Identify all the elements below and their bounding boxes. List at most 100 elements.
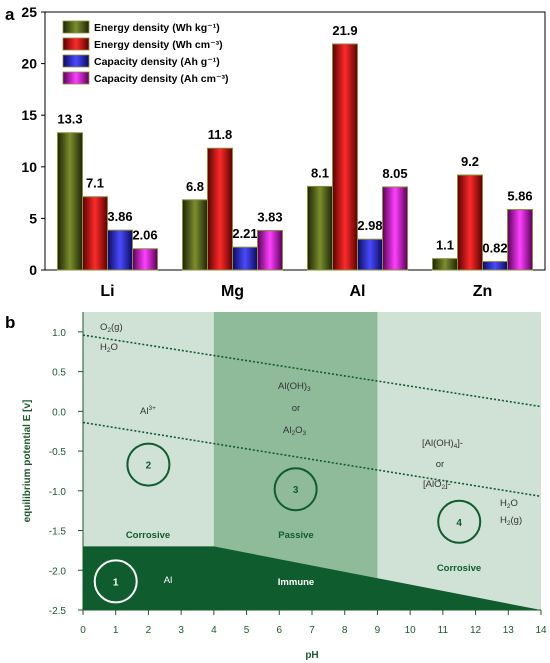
region-circle xyxy=(273,467,318,512)
legend-entry: Capacity density (Ah g⁻¹) xyxy=(94,56,220,68)
data-label: 0.82 xyxy=(482,241,507,256)
x-tick-label: 12 xyxy=(470,625,482,636)
y-tick-label: -1.5 xyxy=(49,527,67,538)
legend-swatch xyxy=(62,37,90,51)
hydrogen-species: H2(g) xyxy=(500,515,522,527)
region-circle xyxy=(126,442,171,487)
passive-label: Passive xyxy=(278,530,313,541)
x-tick-label: 4 xyxy=(211,625,217,636)
data-label: 9.2 xyxy=(461,154,479,169)
aluminum-metal-label: Al xyxy=(164,575,172,586)
water-species-upper: H2O xyxy=(100,342,118,354)
x-tick-label: Li xyxy=(100,283,114,300)
alumina-species: Al2O3 xyxy=(283,425,306,437)
x-tick-label: 13 xyxy=(503,625,515,636)
x-tick-label: Zn xyxy=(473,283,493,300)
bar xyxy=(332,43,358,271)
y-tick-label: 15 xyxy=(21,107,37,123)
x-tick-label: 9 xyxy=(375,625,381,636)
x-tick-label: Al xyxy=(350,283,366,300)
x-tick-label: 5 xyxy=(244,625,250,636)
y-tick-label: 1.0 xyxy=(52,328,66,339)
legend-swatch xyxy=(62,54,90,68)
y-tick-label: -1.0 xyxy=(49,487,67,498)
x-tick-label: 6 xyxy=(277,625,283,636)
x-tick-label: 7 xyxy=(309,625,315,636)
x-tick-label: 3 xyxy=(178,625,184,636)
legend-swatch xyxy=(62,20,90,34)
y-tick-label: -0.5 xyxy=(49,447,67,458)
data-label: 6.8 xyxy=(186,179,204,194)
x-tick-label: Mg xyxy=(221,283,244,300)
data-label: 3.86 xyxy=(107,209,132,224)
y-tick-label: 10 xyxy=(21,159,37,175)
aluminum-oxide-ion-species: [AlO2]- xyxy=(423,479,451,491)
region-number: 2 xyxy=(146,461,152,472)
data-label: 7.1 xyxy=(86,176,104,191)
y-tick-label: 20 xyxy=(21,56,37,72)
region-circle xyxy=(93,559,138,604)
aluminate-species: [Al(OH)4]- xyxy=(422,438,463,450)
aluminum-hydroxide-species: Al(OH)3 xyxy=(278,381,311,393)
bar xyxy=(132,248,158,271)
bar xyxy=(257,229,283,271)
y-tick-label: 5 xyxy=(29,210,37,226)
bar xyxy=(507,209,533,271)
panel-b-label: b xyxy=(5,313,15,332)
plot-frame xyxy=(44,11,546,271)
or-label: or xyxy=(292,403,300,414)
legend-entry: Energy density (Wh kg⁻¹) xyxy=(94,22,220,34)
region-number: 1 xyxy=(113,577,119,588)
y-axis-label: equilibrium potential E [v] xyxy=(22,400,33,523)
bar xyxy=(382,186,408,271)
x-tick-label: 2 xyxy=(146,625,152,636)
water-species-lower: H2O xyxy=(500,498,518,510)
data-label: 21.9 xyxy=(332,23,357,38)
legend-entry: Energy density (Wh cm⁻³) xyxy=(94,39,223,51)
corrosive-label-right: Corrosive xyxy=(437,563,481,574)
x-tick-label: 10 xyxy=(405,625,417,636)
data-label: 2.06 xyxy=(132,228,157,243)
data-label: 5.86 xyxy=(507,189,532,204)
legend-entry: Capacity density (Ah cm⁻³) xyxy=(94,73,229,85)
data-label: 3.83 xyxy=(257,209,282,224)
immune-region xyxy=(83,546,541,610)
data-label: 8.05 xyxy=(382,166,407,181)
panel-a-label: a xyxy=(5,5,15,24)
pourbaix-diagram: 0 1 2 3 4 5 6 7 8 9 10 11 12 13 141.00.50.0-0.5-1.0-1.… xyxy=(22,312,547,661)
corrosive-label-left: Corrosive xyxy=(126,530,170,541)
bar xyxy=(357,238,383,271)
bar xyxy=(82,196,108,271)
y-tick-label: -2.0 xyxy=(49,566,67,577)
y-tick-label: 0 xyxy=(29,262,37,278)
aluminum-ion-species: Al3+ xyxy=(140,405,156,417)
data-label: 11.8 xyxy=(208,127,233,142)
region-circle xyxy=(437,499,482,544)
or-label: or xyxy=(436,459,444,470)
x-tick-label: 11 xyxy=(438,625,449,636)
bar-chart-bars: 13.3 7.1 3.862.06 6.8 11.8 2.213.83 8.1 21.9 2.9… xyxy=(57,23,533,271)
bar-chart-axes: 0 5 10 15 20 25 Li Mg Al Zn xyxy=(21,4,546,300)
oxygen-line xyxy=(82,334,542,408)
y-tick-label: 0.0 xyxy=(52,407,66,418)
bar xyxy=(182,199,208,271)
oxygen-species: O2(g) xyxy=(100,322,123,334)
bar xyxy=(432,258,458,271)
x-tick-label: 1 xyxy=(113,625,119,636)
immune-label: Immune xyxy=(278,577,314,588)
data-label: 2.98 xyxy=(357,218,382,233)
data-label: 2.21 xyxy=(232,226,257,241)
y-tick-label: 0.5 xyxy=(52,368,66,379)
bar xyxy=(107,229,133,271)
bar xyxy=(232,246,258,271)
bar xyxy=(207,147,233,271)
x-tick-label: 0 xyxy=(80,625,86,636)
region-number: 3 xyxy=(293,485,299,496)
bar xyxy=(457,174,483,271)
data-label: 8.1 xyxy=(311,165,329,180)
bar xyxy=(57,132,83,271)
y-tick-label: -2.5 xyxy=(49,606,67,617)
bar-chart-legend: Energy density (Wh kg⁻¹) Energy density (… xyxy=(62,20,229,85)
hydrogen-line xyxy=(82,421,542,498)
